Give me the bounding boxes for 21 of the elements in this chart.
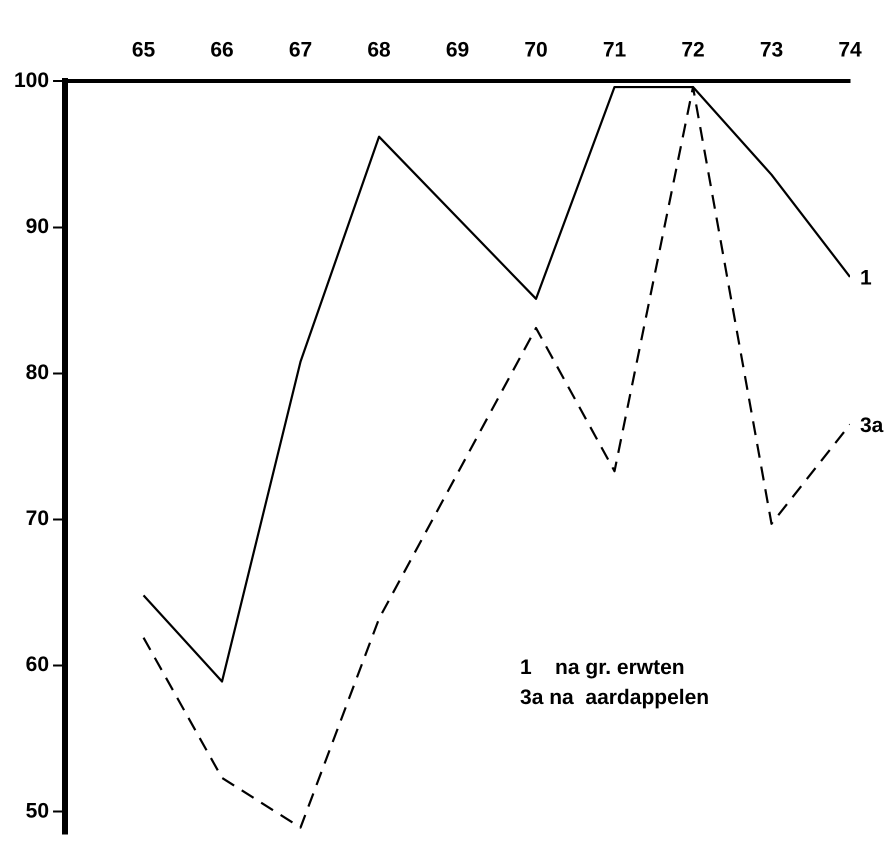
series-label: 3a [860, 414, 884, 438]
x-tick-label: 73 [760, 38, 784, 62]
series-label: 1 [860, 266, 872, 290]
y-tick-label: 50 [26, 799, 50, 822]
x-tick-label: 67 [288, 38, 312, 62]
x-tick-label: 69 [446, 38, 470, 62]
y-tick-label: 90 [26, 215, 50, 238]
x-tick-label: 72 [681, 38, 705, 62]
x-tick-label: 74 [838, 38, 862, 62]
annotation: 1 na gr. erwten [520, 656, 685, 680]
x-tick-label: 71 [602, 38, 627, 62]
y-tick-label: 60 [26, 653, 50, 676]
y-tick-label: 70 [26, 507, 50, 530]
x-tick-label: 65 [132, 38, 156, 62]
annotation: 3a na aardappelen [520, 686, 710, 710]
y-tick-label: 100 [14, 68, 50, 92]
x-tick-label: 70 [524, 38, 548, 62]
y-tick-label: 80 [26, 361, 50, 384]
x-tick-label: 68 [367, 38, 392, 62]
line-series [142, 86, 850, 829]
x-tick-label: 66 [210, 38, 234, 62]
